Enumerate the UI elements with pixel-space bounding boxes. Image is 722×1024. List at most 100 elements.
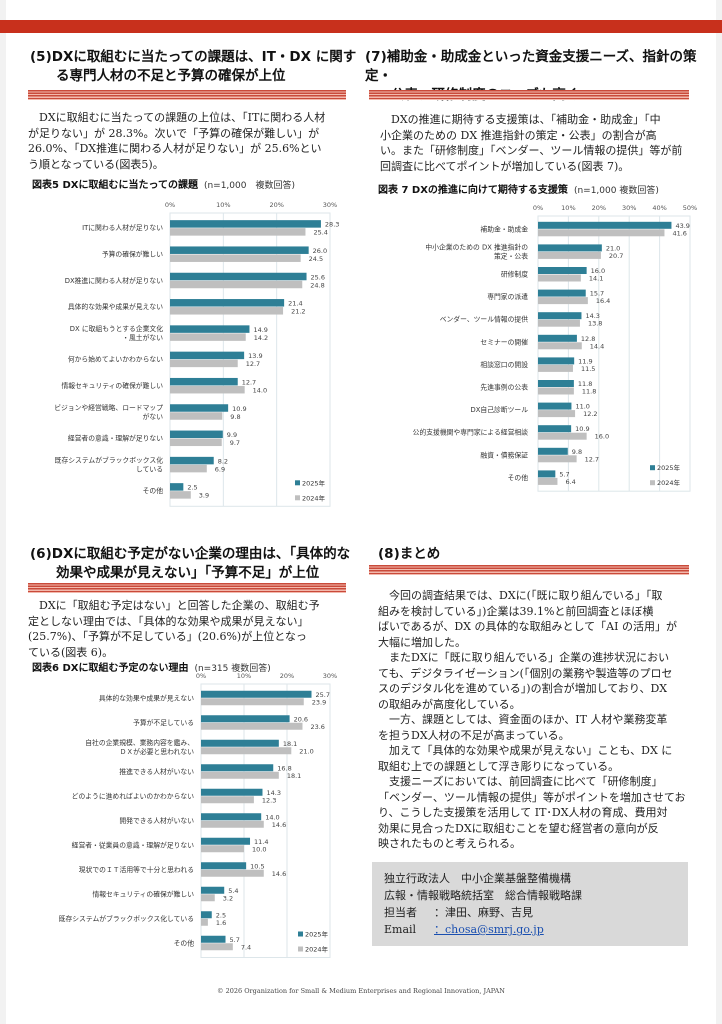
category-label: 具体的な効果や成果が見えない (99, 693, 194, 702)
bar-2024年 (201, 845, 244, 853)
bar-2025年 (170, 246, 309, 254)
category-label-line: どのように進めればよいのかわからない (72, 791, 195, 800)
category-label-line: 経営者・従業員の意識・理解が足りない (72, 840, 195, 849)
summary-line: ても、デジタライゼーション(「個別の業務や製造等のプロセ (378, 666, 673, 680)
bar-2024年 (170, 385, 245, 394)
bar-2024年 (170, 464, 207, 473)
bar-2025年 (201, 813, 262, 821)
category-label-line: 経営者の意識・理解が足りない (68, 434, 163, 443)
bar-2025年 (538, 402, 572, 410)
body-line: ている(図表 6)。 (28, 645, 114, 659)
category-label: 研修制度 (501, 270, 528, 279)
section7-body: DXの推進に期待する支援策は、「補助金・助成金」「中 小企業のための DX 推進指… (380, 112, 695, 174)
bar-2025年 (538, 244, 602, 252)
data-label: 5.7 (230, 936, 240, 944)
data-label: 12.2 (583, 410, 597, 418)
category-label: ビジョンや経営戦略、ロードマップがない (54, 403, 163, 421)
category-label-line: 何から始めてよいかわからない (68, 355, 163, 364)
bar-2025年 (538, 380, 574, 387)
legend-swatch (298, 946, 303, 952)
category-label: 現状でのＩＴ活用等で十分と思われる (79, 865, 194, 874)
category-label: 開発できる人材がいない (119, 816, 194, 825)
summary-line: 加えて「具体的な効果や成果が見えない」ことも、DX に (389, 744, 673, 757)
data-label: 43.9 (675, 222, 689, 230)
category-label: 予算が不足している (133, 718, 194, 727)
category-label-line: DX推進に関わる人材が足りない (65, 276, 163, 285)
category-label-line: その他 (174, 938, 195, 947)
body-line: 定としない理由では、「具体的な効果や成果が見えない」 (28, 614, 309, 628)
bar-2024年 (170, 254, 301, 262)
data-label: 5.4 (228, 887, 238, 895)
fig5-title: 図表5 DXに取組むに当たっての課題 (n=1,000 複数回答) (32, 176, 295, 191)
bar-2024年 (538, 342, 582, 350)
data-label: 28.3 (325, 221, 339, 229)
category-label: 中小企業のための DX 推進指針の策定・公表 (425, 242, 528, 260)
bar-2025年 (538, 447, 568, 455)
data-label: 20.6 (294, 715, 308, 723)
data-label: 14.0 (253, 386, 267, 394)
category-label-line: DX自己診断ツール (471, 405, 529, 414)
bar-2025年 (538, 267, 587, 274)
category-label-line: 公的支援機関や専門家による経営相談 (413, 428, 529, 437)
bar-2024年 (201, 722, 303, 730)
legend-label: 2024年 (657, 478, 681, 487)
category-label: 経営者・従業員の意識・理解が足りない (72, 840, 195, 849)
summary-line: スのデジタル化を進めている」)の割合が増加しており、DX (378, 682, 668, 695)
category-label-line: ＤＸが必要と思われない (120, 747, 195, 756)
summary-line: 効果に見合ったDXに取組むことを望む経営者の意向が反 (378, 821, 659, 835)
section6-divider (28, 583, 346, 593)
category-label-line: 自社の企業規模、業務内容を鑑み、 (85, 738, 194, 747)
legend-label: 2024年 (302, 493, 326, 502)
bar-2024年 (201, 943, 233, 951)
axis-tick-label: 10% (561, 204, 575, 212)
data-label: 13.8 (588, 320, 602, 328)
category-label: 経営者の意識・理解が足りない (68, 434, 163, 443)
category-label-line: 予算の確保が難しい (102, 249, 163, 258)
category-label: DX推進に関わる人材が足りない (65, 276, 163, 285)
data-label: 10.9 (232, 405, 246, 413)
fig6-chart: 0% 10% 20% 30% 具体的な効果や成果が見えない 25.723.9 予算が不足して… (59, 672, 337, 958)
legend-label: 2025年 (302, 478, 326, 487)
category-label: DX自己診断ツール (471, 405, 529, 414)
section6-body: DXに「取組む予定はない」と回答した企業の、取組む予 定としない理由では、「具体的… (28, 598, 350, 660)
data-label: 26.0 (313, 247, 327, 255)
category-label-line: 策定・公表 (494, 251, 528, 260)
contact-box: 独立行政法人 中小企業基盤整備機構 広報・情報戦略統括室 総合情報戦略課 担当者… (372, 862, 688, 946)
summary-line: ばいであるが、DX の具体的な取組みとして「AI の活用」が (378, 620, 677, 633)
section8-body: 今回の調査結果では、DXに(「既に取り組んでいる」「取 組みを検討している」)企業… (378, 588, 693, 852)
data-label: 14.3 (585, 312, 599, 320)
axis-tick-label: 30% (323, 672, 337, 680)
bar-2025年 (201, 886, 225, 894)
summary-line: 今回の調査結果では、DXに(「既に取り組んでいる」「取 (389, 589, 663, 602)
plot-frame (537, 215, 691, 492)
section6-heading: (6)DXに取組む予定がない企業の理由は、「具体的な 効果や成果が見えない」「予… (30, 545, 360, 583)
data-label: 10.5 (250, 862, 264, 870)
category-label-line: 既存システムがブラックボックス化 (55, 455, 164, 464)
contact-email-link[interactable]: ：chosa@smrj.go.jp (434, 923, 544, 936)
data-label: 2.5 (187, 484, 197, 492)
bar-2025年 (201, 911, 212, 919)
axis-tick-label: 20% (592, 204, 606, 212)
bar-2024年 (538, 364, 573, 372)
data-label: 14.4 (590, 342, 604, 350)
bar-2025年 (201, 862, 247, 870)
page (6, 0, 716, 1024)
summary-line: 支援ニーズにおいては、前回調査に比べて「研修制度」 (389, 775, 663, 788)
bar-2025年 (201, 715, 290, 723)
data-label: 3.9 (199, 492, 209, 500)
body-line: 26.0%、「DX推進に関わる人材が足りない」が 25.6%とい (28, 142, 322, 155)
bar-2024年 (201, 918, 208, 926)
body-line: い。また「研修制度」「ベンダー、ツール情報の提供」等が前 (380, 144, 683, 157)
category-label-line: 既存システムがブラックボックス化している (59, 914, 194, 923)
bar-2025年 (201, 739, 279, 747)
category-label-line: 専門家の派遣 (487, 292, 528, 301)
category-label: 補助金・助成金 (480, 224, 528, 233)
bar-2024年 (538, 410, 576, 418)
fig6-title-text: 図表6 DXに取組む予定のない理由 (32, 663, 189, 674)
fig5-chart: 0% 10% 20% 30% ITに関わる人材が足りない 28.325.4 予算の確保が難し… (54, 201, 339, 507)
category-label: 情報セキュリティの確保が難しい (92, 889, 194, 898)
summary-line: 一方、課題としては、資金面のほか、IT 人材や業務変革 (389, 713, 668, 726)
summary-line: またDXに「既に取り組んでいる」企業の進捗状況におい (389, 651, 670, 664)
category-label: 自社の企業規模、業務内容を鑑み、ＤＸが必要と思われない (85, 738, 194, 756)
category-label-line: ITに関わる人材が足りない (82, 223, 163, 232)
